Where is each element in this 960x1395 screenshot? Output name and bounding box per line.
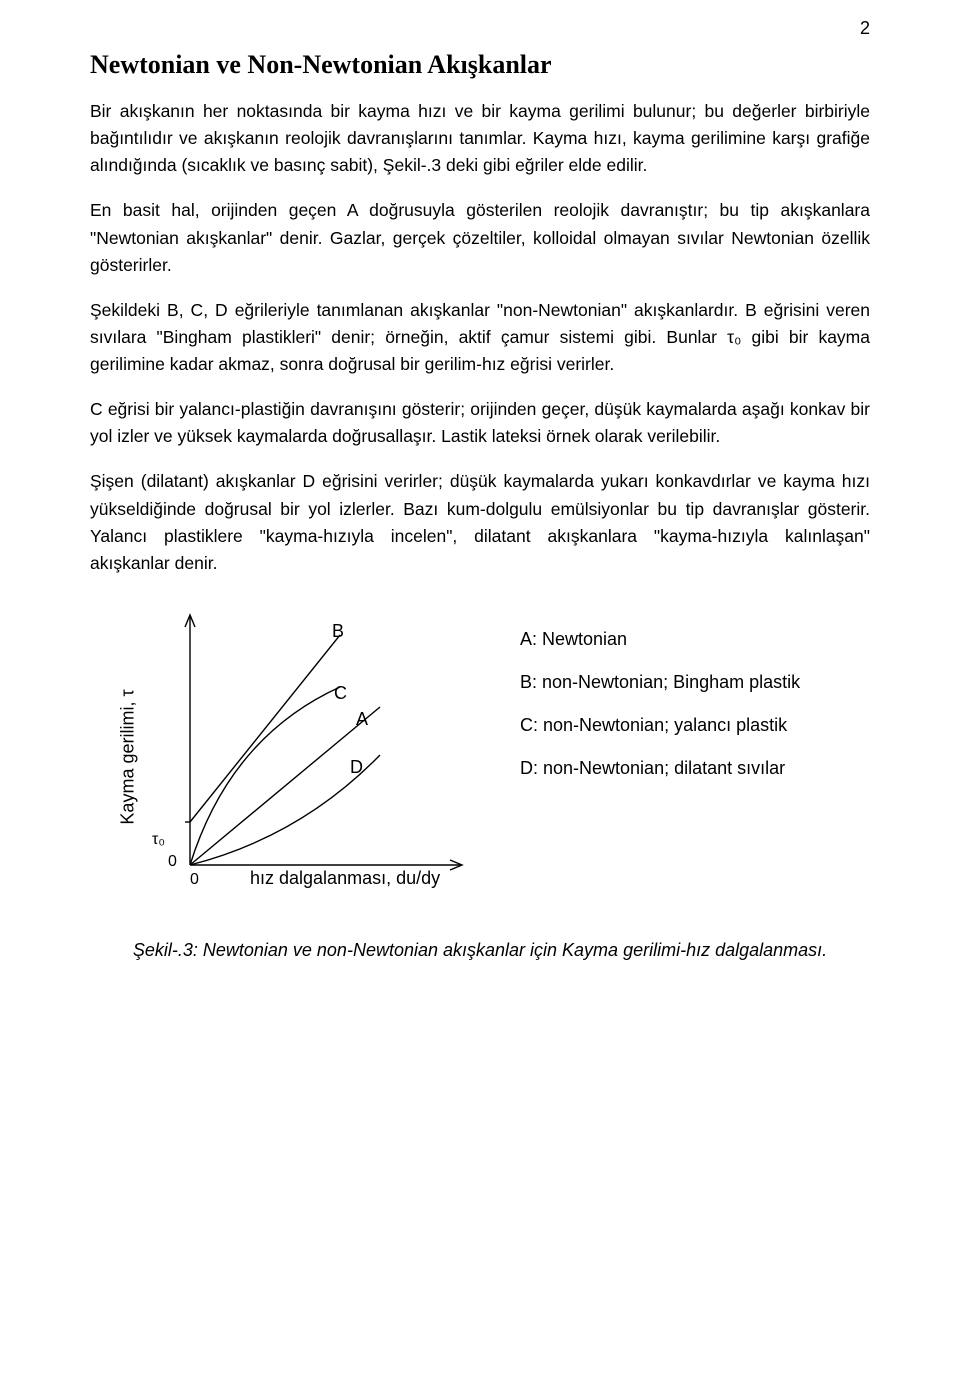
paragraph-1: Bir akışkanın her noktasında bir kayma h… <box>90 98 870 179</box>
zero-x-label: 0 <box>190 871 199 889</box>
chart: Kayma gerilimi, τ τ₀ 0 0 hız dalgalanmas… <box>140 607 480 907</box>
curve-b-label: B <box>332 621 344 642</box>
legend-d: D: non-Newtonian; dilatant sıvılar <box>520 756 800 781</box>
paragraph-2: En basit hal, orijinden geçen A doğrusuy… <box>90 197 870 278</box>
paragraph-5: Şişen (dilatant) akışkanlar D eğrisini v… <box>90 468 870 577</box>
tau0-label: τ₀ <box>152 831 165 849</box>
curve-c-label: C <box>334 683 347 704</box>
chart-svg <box>140 607 480 907</box>
paragraph-3: Şekildeki B, C, D eğrileriyle tanımlanan… <box>90 297 870 378</box>
paragraph-4: C eğrisi bir yalancı-plastiğin davranışı… <box>90 396 870 450</box>
curve-d-label: D <box>350 757 363 778</box>
zero-y-label: 0 <box>168 853 177 871</box>
page-title: Newtonian ve Non-Newtonian Akışkanlar <box>90 50 870 80</box>
legend-b: B: non-Newtonian; Bingham plastik <box>520 670 800 695</box>
legend-c: C: non-Newtonian; yalancı plastik <box>520 713 800 738</box>
legend-a: A: Newtonian <box>520 627 800 652</box>
chart-legend: A: Newtonian B: non-Newtonian; Bingham p… <box>520 627 800 800</box>
page-number: 2 <box>860 18 870 39</box>
y-axis-label: Kayma gerilimi, τ <box>118 689 139 824</box>
curve-a-label: A <box>356 709 368 730</box>
x-axis-label: hız dalgalanması, du/dy <box>250 868 440 889</box>
figure-block: Kayma gerilimi, τ τ₀ 0 0 hız dalgalanmas… <box>140 607 870 907</box>
figure-caption: Şekil-.3: Newtonian ve non-Newtonian akı… <box>90 937 870 964</box>
